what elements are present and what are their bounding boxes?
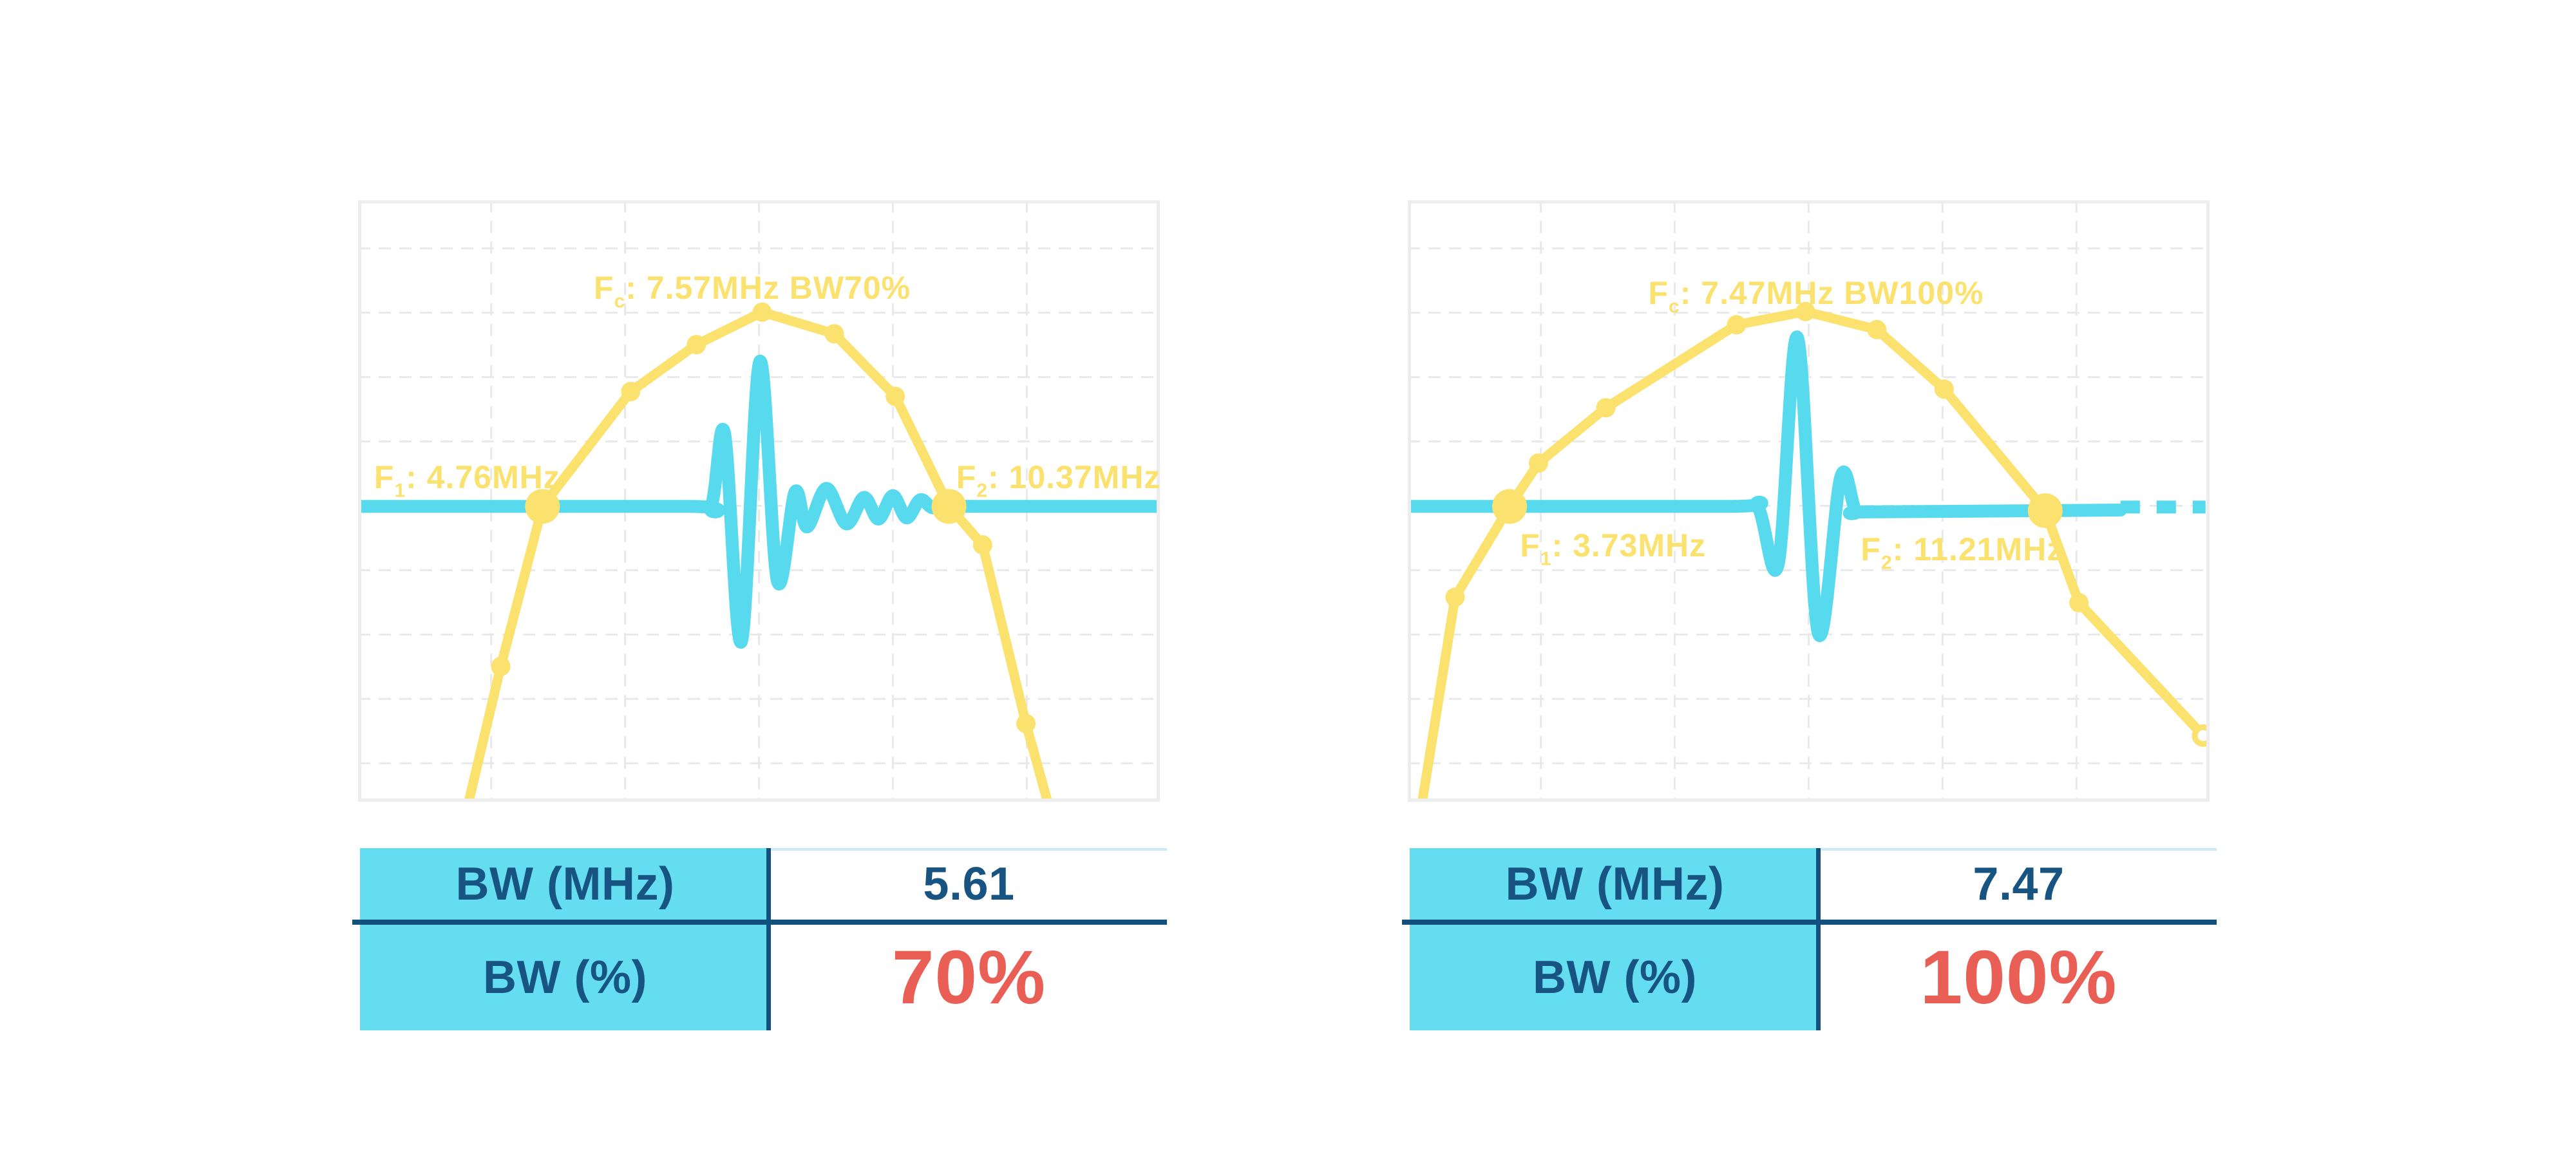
table-value-top-border: [771, 848, 1167, 851]
table-header-column-bg: [360, 848, 770, 1030]
fc-annotation: Fc: 7.57MHz BW70%: [594, 270, 911, 313]
spectrum-svg-bw100: [1408, 200, 2210, 802]
fc-annotation-prefix: F: [594, 270, 614, 307]
f2-annotation-text: : 10.37MHz: [988, 459, 1161, 495]
bw-pct-row-label: BW (%): [1533, 952, 1697, 1003]
bw-mhz-row-label: BW (MHz): [455, 858, 675, 910]
f2-annotation: F2: 11.21MHz: [1861, 531, 2063, 574]
bw-pct-row-value: 70%: [891, 935, 1046, 1020]
fc-annotation-subscript: c: [614, 290, 626, 312]
table-value-top-border: [1821, 848, 2217, 851]
f1-annotation-subscript: 1: [1540, 548, 1552, 570]
spectrum-svg-bw70: [358, 200, 1160, 802]
f1-annotation-prefix: F: [374, 459, 395, 495]
bw-mhz-row-label: BW (MHz): [1505, 858, 1725, 910]
table-column-divider: [1816, 848, 1821, 1030]
table-column-divider: [766, 848, 771, 1030]
f2-annotation: F2: 10.37MHz: [956, 459, 1161, 502]
fc-annotation-prefix: F: [1648, 274, 1669, 311]
f1-annotation-prefix: F: [1520, 527, 1540, 564]
panel-bw100: Fc: 7.47MHz BW100% F1: 3.73MHz F2: 11.21…: [1402, 200, 2217, 1044]
f2-annotation-prefix: F: [956, 459, 977, 495]
f2-annotation-subscript: 2: [1880, 552, 1893, 574]
bw-table-bw100: BW (MHz) 7.47 BW (%) 100%: [1402, 848, 2217, 1041]
f1-annotation: F1: 3.73MHz: [1520, 527, 1706, 571]
bw-mhz-row-value: 5.61: [923, 858, 1015, 910]
f1-annotation: F1: 4.76MHz: [374, 459, 560, 502]
spectrum-plot-bw70: Fc: 7.57MHz BW70% F1: 4.76MHz F2: 10.37M…: [358, 200, 1160, 802]
fc-annotation: Fc: 7.47MHz BW100%: [1649, 275, 1984, 318]
f2-annotation-subscript: 2: [976, 480, 988, 502]
table-row-divider: [1402, 920, 2217, 925]
panel-bw70: Fc: 7.57MHz BW70% F1: 4.76MHz F2: 10.37M…: [352, 200, 1167, 1044]
f1-annotation-subscript: 1: [394, 480, 406, 502]
bw-pct-row-label: BW (%): [483, 952, 647, 1003]
fc-annotation-subscript: c: [1669, 296, 1680, 317]
bw-pct-row-value: 100%: [1920, 935, 2117, 1020]
table-row-divider: [352, 920, 1167, 925]
fc-annotation-text: : 7.57MHz BW70%: [625, 270, 911, 307]
bw-table-bw70: BW (MHz) 5.61 BW (%) 70%: [352, 848, 1167, 1041]
fc-annotation-text: : 7.47MHz BW100%: [1680, 274, 1984, 311]
table-header-column-bg: [1410, 848, 1820, 1030]
f2-annotation-text: : 11.21MHz: [1892, 531, 2064, 567]
bw-mhz-row-value: 7.47: [1973, 858, 2065, 910]
f1-annotation-text: : 3.73MHz: [1551, 527, 1707, 564]
spectrum-plot-bw100: Fc: 7.47MHz BW100% F1: 3.73MHz F2: 11.21…: [1408, 200, 2210, 802]
f1-annotation-text: : 4.76MHz: [406, 459, 560, 495]
f2-annotation-prefix: F: [1861, 531, 1881, 567]
